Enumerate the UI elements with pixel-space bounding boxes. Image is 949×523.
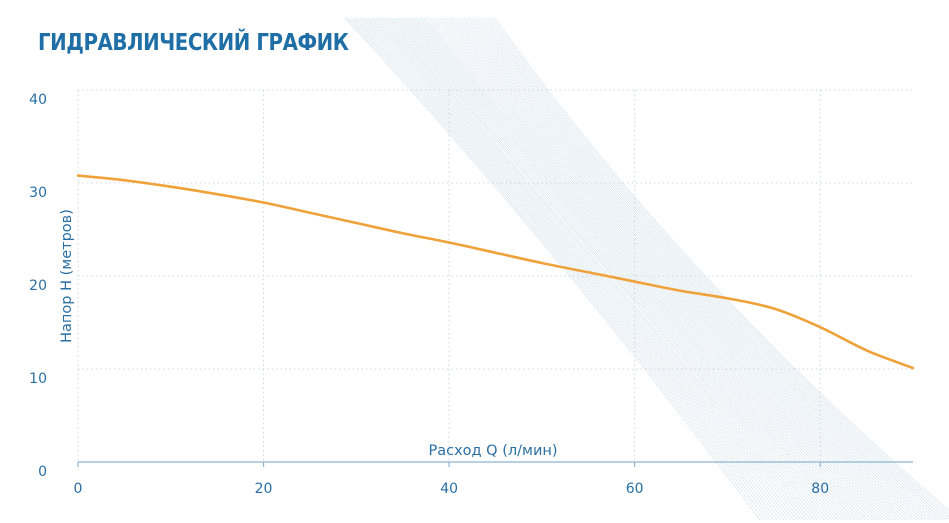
decorative-fan-line bbox=[428, 17, 873, 521]
decorative-fan-line bbox=[487, 17, 949, 520]
decorative-fan-line bbox=[367, 17, 791, 521]
decorative-fan-line bbox=[466, 17, 923, 521]
decorative-fan-line bbox=[408, 17, 845, 521]
axes bbox=[77, 90, 913, 467]
decorative-fan-line bbox=[471, 17, 930, 521]
decorative-fan-line bbox=[400, 17, 835, 521]
decorative-fan-line bbox=[382, 17, 812, 521]
decorative-fan-line bbox=[461, 17, 917, 521]
decorative-fan-line bbox=[385, 17, 815, 521]
decorative-fan-line bbox=[393, 17, 825, 521]
decorative-fan-line bbox=[479, 17, 940, 521]
decorative-fan-line bbox=[469, 17, 927, 521]
decorative-fan-line bbox=[362, 17, 784, 521]
decorative-fan-line bbox=[433, 17, 879, 521]
y-tick-label: 10 bbox=[29, 371, 47, 387]
decorative-fan-line bbox=[476, 17, 937, 521]
x-tick-label: 80 bbox=[811, 481, 829, 497]
decorative-fan-line bbox=[448, 17, 900, 521]
decorative-fan-line bbox=[456, 17, 910, 521]
decorative-fan-line bbox=[380, 17, 808, 521]
decorative-fan-line bbox=[410, 17, 849, 521]
series-layer bbox=[76, 174, 915, 370]
decorative-fan-line bbox=[349, 17, 768, 521]
decorative-fan-line bbox=[494, 17, 949, 511]
x-tick-label: 0 bbox=[74, 481, 83, 497]
decorative-fan-line bbox=[423, 17, 866, 521]
chart-title: ГИДРАВЛИЧЕСКИЙ ГРАФИК bbox=[38, 30, 349, 56]
decorative-fan-line bbox=[403, 17, 839, 521]
decorative-fan-line bbox=[360, 17, 781, 521]
x-tick-label: 40 bbox=[440, 481, 458, 497]
y-tick-label: 0 bbox=[38, 464, 47, 480]
decorative-fan-line bbox=[489, 17, 949, 517]
decorative-fan-line bbox=[441, 17, 890, 521]
decorative-fan-line bbox=[370, 17, 795, 521]
decorative-fan-line bbox=[415, 17, 856, 521]
decorative-fan-line bbox=[357, 17, 778, 521]
decorative-fan-line bbox=[413, 17, 852, 521]
decorative-fan-line bbox=[377, 17, 805, 521]
decorative-fan-line bbox=[436, 17, 883, 521]
decorative-fan-line bbox=[431, 17, 876, 521]
decorative-fan-line bbox=[421, 17, 862, 521]
decorative-fan-line bbox=[395, 17, 829, 521]
decorative-fan-line bbox=[484, 17, 947, 521]
series-line bbox=[76, 174, 915, 370]
decorative-fan-line bbox=[372, 17, 798, 521]
decorative-fan-line bbox=[354, 17, 774, 521]
decorative-fan-line bbox=[344, 17, 761, 521]
y-tick-label: 40 bbox=[29, 92, 47, 108]
decorative-fan-line bbox=[387, 17, 818, 521]
y-axis-label: Напор H (метров) bbox=[59, 209, 75, 343]
decorative-fan-line bbox=[365, 17, 788, 521]
x-axis-label: Расход Q (л/мин) bbox=[428, 443, 557, 459]
decorative-fan-line bbox=[451, 17, 903, 521]
decorative-fan-line bbox=[426, 17, 869, 521]
decorative-fan-line bbox=[443, 17, 893, 521]
grid bbox=[78, 89, 913, 462]
tick-labels: 0 20 40 60 80 0 10 20 30 40 bbox=[29, 92, 829, 497]
decorative-fan-line bbox=[446, 17, 896, 521]
x-tick-label: 60 bbox=[626, 481, 644, 497]
decorative-fan-line bbox=[352, 17, 771, 521]
decorative-fan-line bbox=[347, 17, 764, 521]
decorative-fan-line bbox=[418, 17, 859, 521]
decorative-fan-line bbox=[492, 17, 949, 514]
decorative-fan-line bbox=[482, 17, 944, 521]
decorative-line-fan bbox=[344, 17, 949, 521]
y-tick-label: 20 bbox=[29, 278, 47, 294]
decorative-fan-line bbox=[398, 17, 832, 521]
decorative-fan-line bbox=[474, 17, 934, 521]
y-tick-label: 30 bbox=[29, 185, 47, 201]
decorative-fan-line bbox=[438, 17, 886, 521]
decorative-fan-line bbox=[375, 17, 801, 521]
x-tick-label: 20 bbox=[255, 481, 273, 497]
decorative-fan-line bbox=[405, 17, 842, 521]
